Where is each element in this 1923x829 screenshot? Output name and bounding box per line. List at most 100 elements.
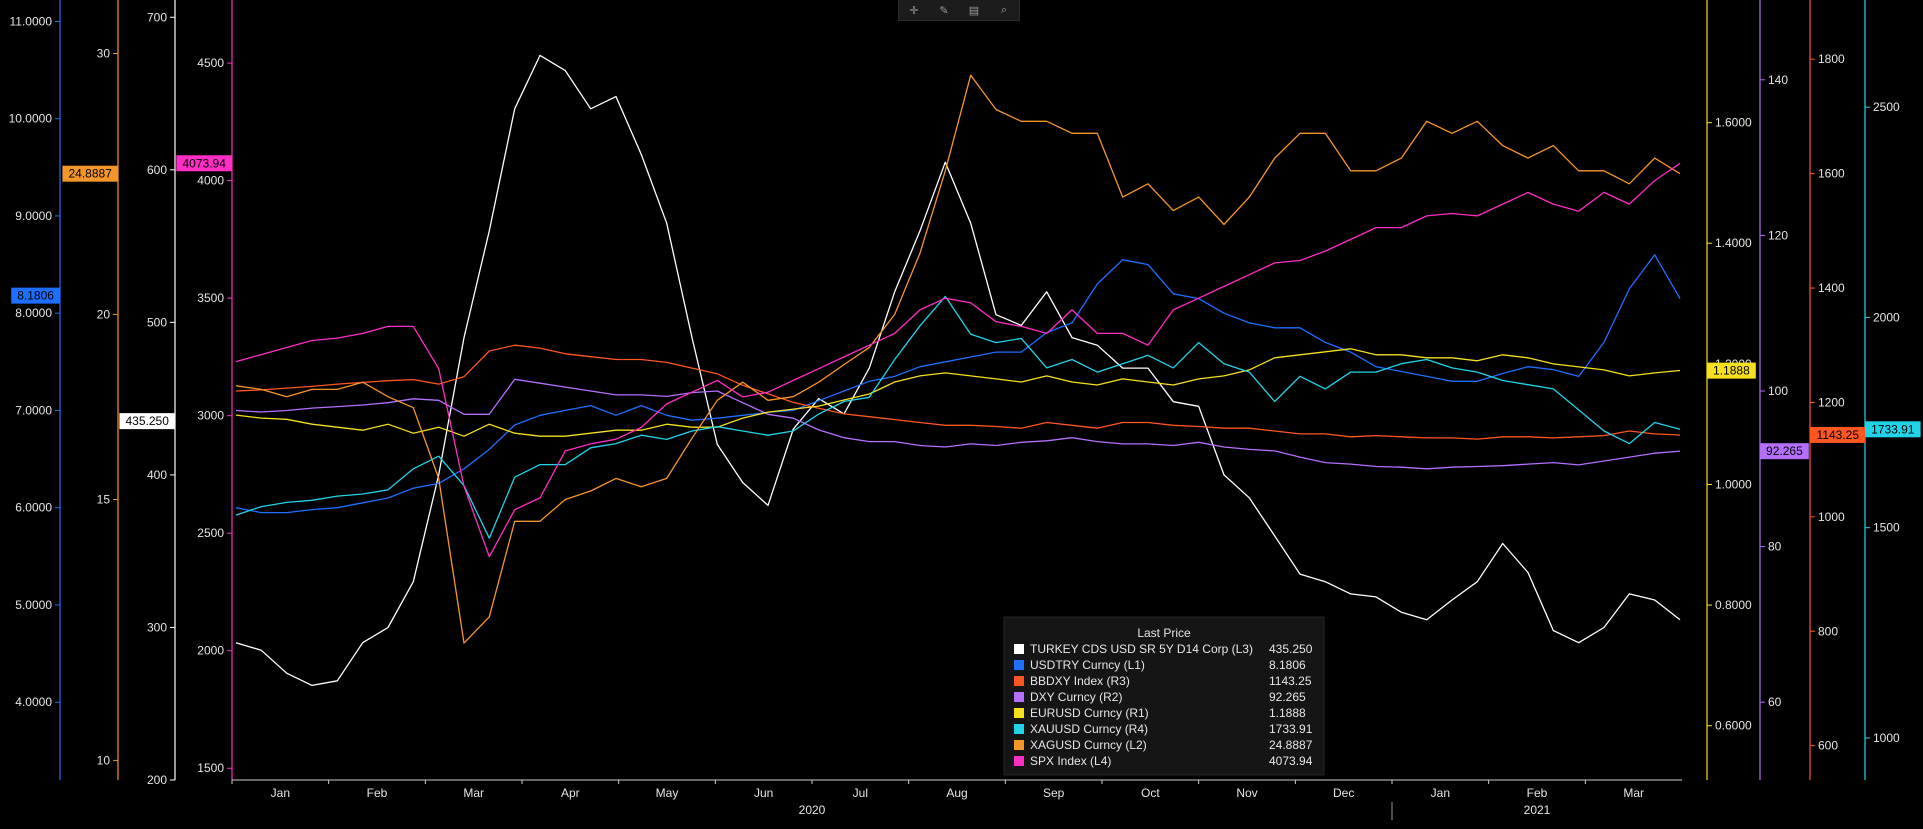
tick-label-r3: 1800: [1818, 52, 1845, 66]
tick-label-r1: 0.6000: [1715, 719, 1752, 733]
tick-label-r2: 80: [1768, 540, 1782, 554]
legend-swatch: [1014, 756, 1024, 766]
tick-label-r4: 2500: [1873, 100, 1900, 114]
legend-entry-name: XAGUSD Curncy (L2): [1030, 738, 1147, 752]
last-value-badge-r1: [1707, 362, 1756, 379]
tick-label-l2: 15: [97, 493, 111, 507]
x-tick-label: Jan: [1431, 786, 1450, 800]
last-value-badge-r3: [1810, 426, 1866, 443]
legend-swatch: [1014, 740, 1024, 750]
legend-entry-value: 92.265: [1269, 690, 1306, 704]
legend-title: Last Price: [1137, 626, 1191, 640]
tick-label-r3: 1600: [1818, 167, 1845, 181]
tick-label-r2: 120: [1768, 228, 1788, 242]
tick-label-l4: 2000: [197, 644, 224, 658]
tick-label-l1: 8.0000: [15, 306, 52, 320]
x-tick-label: May: [656, 786, 679, 800]
last-value-badge-r2: [1760, 443, 1809, 460]
x-tick-label: Feb: [367, 786, 388, 800]
legend-entry-name: EURUSD Curncy (R1): [1030, 706, 1149, 720]
tick-label-l3: 700: [147, 10, 167, 24]
tick-label-r2: 100: [1768, 384, 1788, 398]
tick-label-l3: 500: [147, 315, 167, 329]
tick-label-l1: 7.0000: [15, 403, 52, 417]
x-tick-label: Dec: [1333, 786, 1354, 800]
legend-entry-value: 8.1806: [1269, 658, 1306, 672]
tick-label-l4: 4000: [197, 174, 224, 188]
x-tick-label: Apr: [561, 786, 580, 800]
legend-entry-value: 1.1888: [1269, 706, 1306, 720]
tick-label-l1: 6.0000: [15, 501, 52, 515]
last-value-text: 1.1888: [1713, 364, 1750, 378]
tick-label-l4: 3500: [197, 291, 224, 305]
legend-entry-name: XAUUSD Curncy (R4): [1030, 722, 1148, 736]
tick-label-l2: 30: [97, 47, 111, 61]
tick-label-r1: 1.0000: [1715, 477, 1752, 491]
legend-entry-value: 435.250: [1269, 642, 1313, 656]
last-value-text: 24.8887: [69, 167, 113, 181]
tick-label-r1: 1.4000: [1715, 236, 1752, 250]
legend-swatch: [1014, 708, 1024, 718]
last-value-text: 1143.25: [1817, 428, 1860, 442]
magnifier-icon[interactable]: ⌕: [1000, 3, 1008, 16]
series-line-l3: [235, 54, 1681, 687]
year-label-2021: 2021: [1524, 803, 1551, 817]
series-line-r1: [235, 348, 1681, 437]
tick-label-r4: 1500: [1873, 521, 1900, 535]
tick-label-l4: 4500: [197, 56, 224, 70]
legend-swatch: [1014, 724, 1024, 734]
tick-label-l1: 11.0000: [10, 14, 53, 28]
series-line-r2: [235, 378, 1681, 470]
tick-label-r1: 1.6000: [1715, 116, 1752, 130]
tick-label-l1: 9.0000: [15, 209, 52, 223]
legend-swatch: [1014, 644, 1024, 654]
x-tick-label: Mar: [463, 786, 484, 800]
tick-label-r3: 1400: [1818, 281, 1845, 295]
x-tick-label: Sep: [1043, 786, 1065, 800]
last-value-badge-r4: [1865, 421, 1921, 438]
last-value-text: 8.1806: [17, 289, 54, 303]
tick-label-l1: 10.0000: [9, 112, 53, 126]
tick-label-r4: 1000: [1873, 731, 1900, 745]
x-tick-label: Jul: [853, 786, 868, 800]
tick-label-r4: 2000: [1873, 310, 1900, 324]
legend-entry-name: DXY Curncy (R2): [1030, 690, 1122, 704]
tick-label-l4: 2500: [197, 526, 224, 540]
legend-entry-value: 1143.25: [1269, 674, 1312, 688]
legend-entry-name: SPX Index (L4): [1030, 754, 1111, 768]
legend-swatch: [1014, 676, 1024, 686]
legend-entry-value: 4073.94: [1269, 754, 1313, 768]
tick-label-r3: 1200: [1818, 395, 1845, 409]
tick-label-r3: 600: [1818, 739, 1838, 753]
last-value-text: 4073.94: [183, 156, 227, 170]
x-tick-label: Feb: [1527, 786, 1548, 800]
pencil-icon[interactable]: ✎: [939, 4, 949, 17]
x-tick-label: Nov: [1236, 786, 1257, 800]
tick-label-l1: 4.0000: [15, 695, 52, 709]
last-value-badge-l3: [119, 413, 175, 430]
legend-entry-name: USDTRY Curncy (L1): [1030, 658, 1145, 672]
tick-label-r1: 0.8000: [1715, 598, 1752, 612]
x-tick-label: Jun: [754, 786, 773, 800]
legend-box: [1003, 616, 1325, 776]
x-tick-label: Jan: [271, 786, 290, 800]
tick-label-l3: 600: [147, 163, 167, 177]
legend-entry-name: BBDXY Index (R3): [1030, 674, 1130, 688]
x-tick-label: Aug: [946, 786, 967, 800]
year-label-2020: 2020: [799, 803, 826, 817]
series-line-l4: [235, 162, 1681, 558]
tick-label-l4: 1500: [197, 761, 224, 775]
tick-label-r3: 800: [1818, 624, 1838, 638]
crosshair-icon[interactable]: ✛: [909, 4, 919, 17]
table-icon[interactable]: ▤: [968, 4, 980, 17]
tick-label-l2: 20: [97, 307, 111, 321]
x-tick-label: Oct: [1141, 786, 1160, 800]
legend-entry-name: TURKEY CDS USD SR 5Y D14 Corp (L3): [1030, 642, 1253, 656]
series-line-r4: [235, 295, 1681, 539]
series-line-l2: [235, 74, 1681, 644]
series-line-r3: [235, 344, 1681, 440]
last-value-badge-l2: [62, 165, 118, 182]
tick-label-r2: 60: [1768, 695, 1782, 709]
last-value-text: 435.250: [126, 414, 170, 428]
last-value-text: 1733.91: [1871, 422, 1915, 436]
